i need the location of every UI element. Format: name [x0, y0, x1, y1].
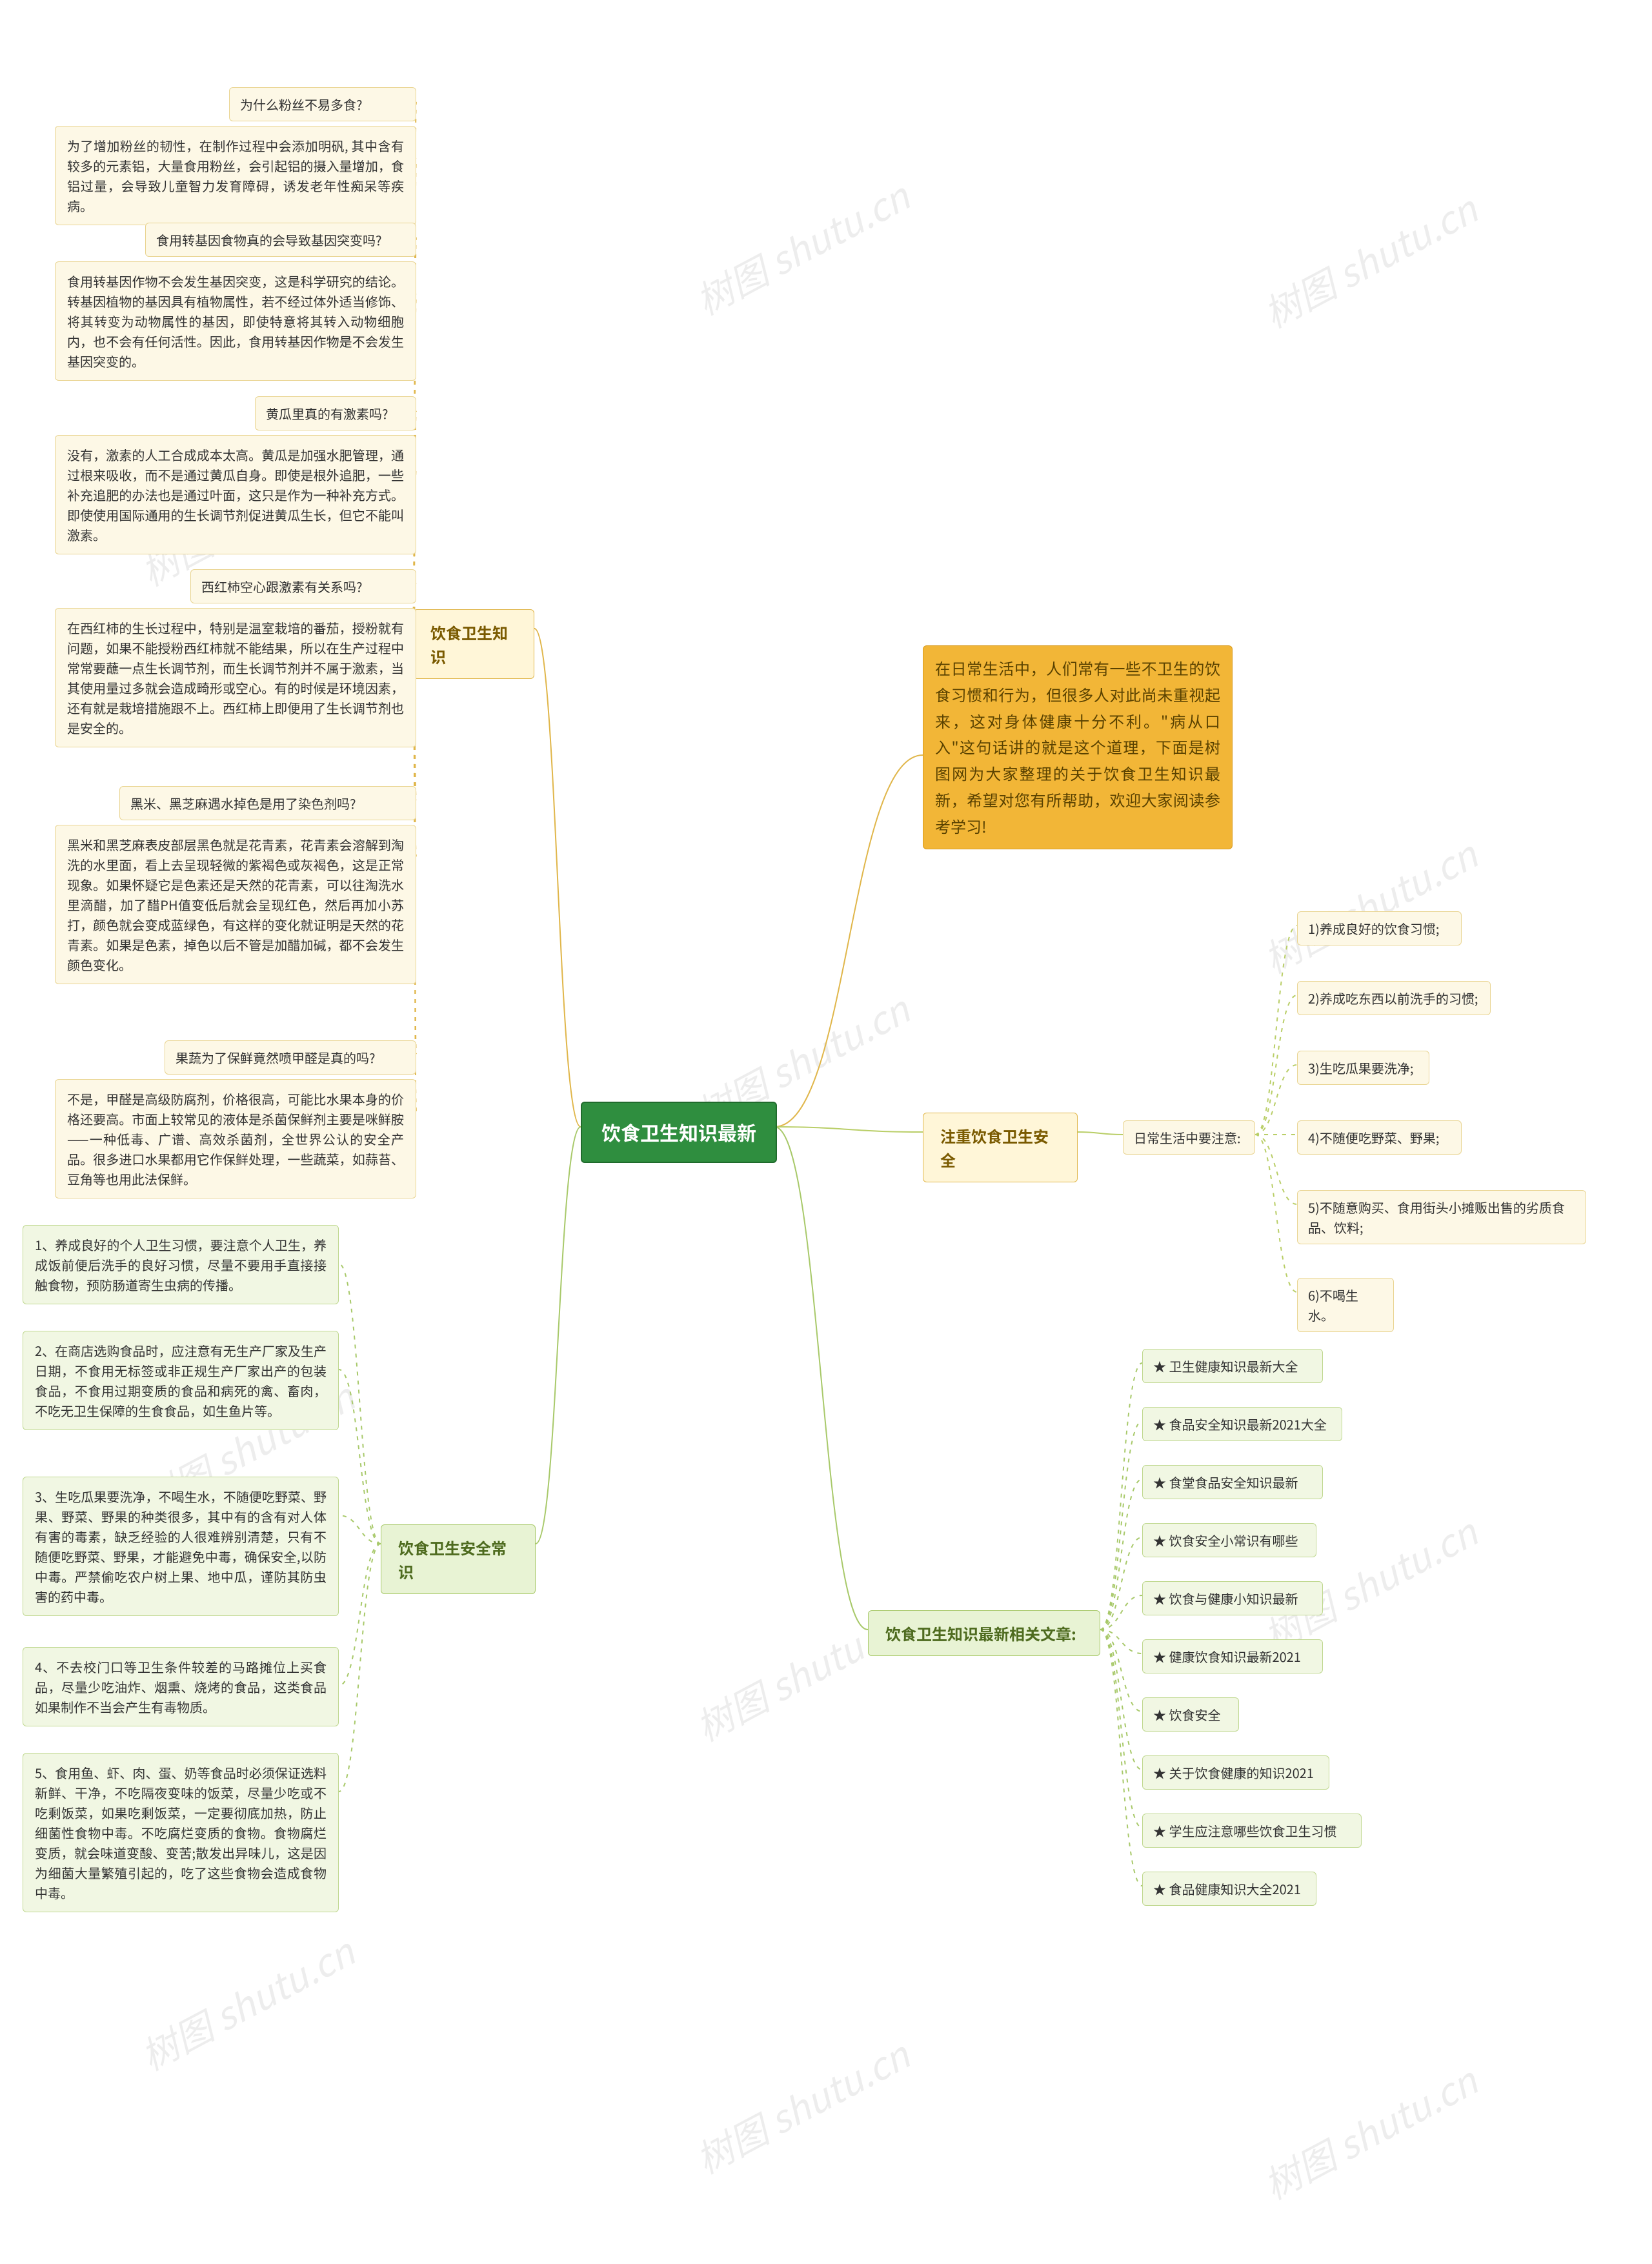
zhishi-intro: 在日常生活中，人们常有一些不卫生的饮食习惯和行为，但很多人对此尚未重视起来，这对…	[923, 645, 1233, 849]
zhuzhong-item: 3)生吃瓜果要洗净;	[1297, 1051, 1429, 1085]
watermark: 树图 shutu.cn	[685, 2026, 918, 2184]
changshi-item: 2、在商店选购食品时，应注意有无生产厂家及生产日期，不食用无标签或非正规生产厂家…	[23, 1331, 339, 1430]
zhishi-a: 没有，激素的人工合成成本太高。黄瓜是加强水肥管理，通过根来吸收，而不是通过黄瓜自…	[55, 435, 416, 554]
zhishi-a: 为了增加粉丝的韧性，在制作过程中会添加明矾, 其中含有较多的元素铝，大量食用粉丝…	[55, 126, 416, 225]
zhuzhong-item: 4)不随便吃野菜、野果;	[1297, 1120, 1462, 1155]
zhishi-a: 在西红柿的生长过程中，特别是温室栽培的番茄，授粉就有问题，如果不能授粉西红柿就不…	[55, 608, 416, 747]
branch-zhuzhong: 注重饮食卫生安全	[923, 1113, 1078, 1182]
branch-zhishi: 饮食卫生知识	[413, 609, 534, 679]
related-item: ★ 饮食与健康小知识最新	[1142, 1581, 1323, 1615]
related-item: ★ 食堂食品安全知识最新	[1142, 1465, 1323, 1499]
zhishi-q: 为什么粉丝不易多食?	[229, 87, 416, 121]
changshi-item: 3、生吃瓜果要洗净，不喝生水，不随便吃野菜、野果、野菜、野果的种类很多，其中有的…	[23, 1477, 339, 1616]
zhishi-a: 食用转基因作物不会发生基因突变，这是科学研究的结论。转基因植物的基因具有植物属性…	[55, 261, 416, 381]
zhuzhong-item: 1)养成良好的饮食习惯;	[1297, 911, 1462, 945]
zhuzhong-item: 5)不随意购买、食用街头小摊贩出售的劣质食品、饮料;	[1297, 1190, 1586, 1244]
related-item: ★ 关于饮食健康的知识2021	[1142, 1755, 1329, 1790]
changshi-item: 1、养成良好的个人卫生习惯，要注意个人卫生，养成饭前便后洗手的良好习惯，尽量不要…	[23, 1225, 339, 1304]
zhishi-a: 黑米和黑芝麻表皮部层黑色就是花青素，花青素会溶解到淘洗的水里面，看上去呈现轻微的…	[55, 825, 416, 984]
zhishi-q: 果蔬为了保鲜竟然喷甲醛是真的吗?	[165, 1040, 416, 1075]
zhuzhong-mid: 日常生活中要注意:	[1123, 1120, 1255, 1155]
zhishi-a: 不是，甲醛是高级防腐剂，价格很高，可能比水果本身的价格还要高。市面上较常见的液体…	[55, 1079, 416, 1198]
changshi-item: 4、不去校门口等卫生条件较差的马路摊位上买食品，尽量少吃油炸、烟熏、烧烤的食品，…	[23, 1647, 339, 1726]
related-item: ★ 学生应注意哪些饮食卫生习惯	[1142, 1814, 1362, 1848]
watermark: 树图 shutu.cn	[1253, 825, 1486, 984]
related-item: ★ 饮食安全小常识有哪些	[1142, 1523, 1316, 1557]
watermark: 树图 shutu.cn	[1253, 180, 1486, 338]
zhuzhong-item: 2)养成吃东西以前洗手的习惯;	[1297, 981, 1491, 1015]
changshi-item: 5、食用鱼、虾、肉、蛋、奶等食品时必须保证选料新鲜、干净，不吃隔夜变味的饭菜，尽…	[23, 1753, 339, 1912]
zhishi-q: 黑米、黑芝麻遇水掉色是用了染色剂吗?	[119, 786, 416, 820]
related-item: ★ 卫生健康知识最新大全	[1142, 1349, 1323, 1383]
root-node: 饮食卫生知识最新	[581, 1102, 777, 1163]
related-item: ★ 食品安全知识最新2021大全	[1142, 1407, 1342, 1441]
zhuzhong-item: 6)不喝生水。	[1297, 1278, 1394, 1332]
watermark: 树图 shutu.cn	[1253, 2052, 1486, 2210]
branch-related: 饮食卫生知识最新相关文章:	[868, 1610, 1100, 1656]
watermark: 树图 shutu.cn	[130, 1923, 363, 2081]
zhishi-q: 食用转基因食物真的会导致基因突变吗?	[145, 223, 416, 257]
zhishi-q: 西红柿空心跟激素有关系吗?	[190, 569, 416, 603]
watermark: 树图 shutu.cn	[685, 167, 918, 325]
related-item: ★ 健康饮食知识最新2021	[1142, 1639, 1323, 1673]
related-item: ★ 饮食安全	[1142, 1697, 1239, 1732]
zhishi-q: 黄瓜里真的有激素吗?	[255, 396, 416, 430]
related-item: ★ 食品健康知识大全2021	[1142, 1872, 1316, 1906]
branch-changshi: 饮食卫生安全常识	[381, 1524, 536, 1594]
